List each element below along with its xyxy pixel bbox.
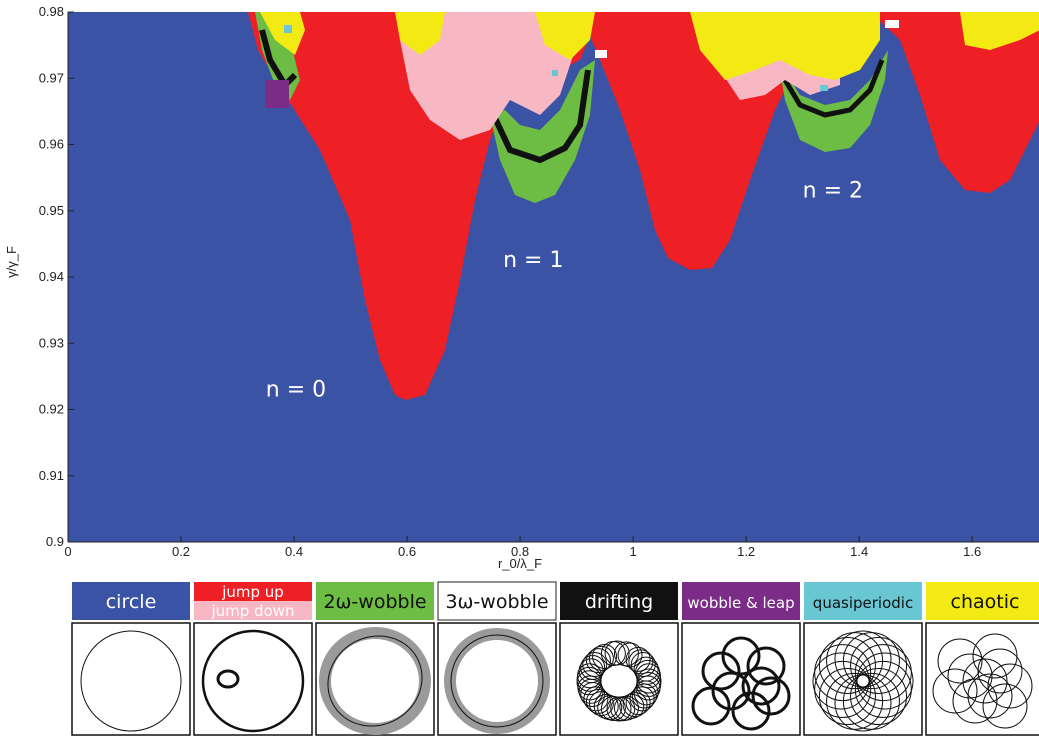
x-axis-label: r_0/λ_F <box>498 556 542 571</box>
wobble3-patch-2 <box>885 20 899 28</box>
legend-item-circle: circle <box>71 582 191 736</box>
legend-swatch <box>804 582 922 620</box>
x-tick-label: 0.8 <box>511 544 529 559</box>
x-tick-label: 1 <box>629 544 636 559</box>
chaotic-region-5 <box>960 12 1039 50</box>
legend-swatch <box>316 582 434 620</box>
legend-item-quasiperiodic: quasiperiodic <box>803 582 923 736</box>
legend-swatch <box>682 582 800 620</box>
y-tick-label: 0.95 <box>39 203 64 218</box>
legend-label: circle <box>106 591 157 613</box>
legend-label: drifting <box>585 591 653 613</box>
y-tick-label: 0.92 <box>39 402 64 417</box>
trajectory-box <box>925 622 1039 736</box>
jump-up-region-n2 <box>870 12 1039 193</box>
legend-swatch-bottom <box>194 601 312 620</box>
legend-swatch-top <box>194 582 312 601</box>
jump-down-region-1 <box>400 12 575 140</box>
region-label: n = 0 <box>266 377 326 402</box>
x-tick-label: 1.2 <box>737 544 755 559</box>
y-ticks: 0.9 0.91 0.92 0.93 0.94 0.95 0.96 0.97 0.98 <box>39 4 74 549</box>
y-tick-label: 0.98 <box>39 4 64 19</box>
x-tick-label: 0.2 <box>172 544 190 559</box>
legend-item-drifting: drifting <box>559 582 679 736</box>
chaotic-region-3 <box>535 12 595 60</box>
x-tick-label: 0.6 <box>398 544 416 559</box>
legend-swatch <box>560 582 678 620</box>
trajectory-box <box>193 622 313 736</box>
y-tick-label: 0.97 <box>39 70 64 85</box>
legend-label: quasiperiodic <box>813 594 913 612</box>
x-tick-label: 1.6 <box>963 544 981 559</box>
y-tick-label: 0.93 <box>39 335 64 350</box>
x-tick-label: 1.4 <box>850 544 868 559</box>
legend-label: 2ω-wobble <box>323 591 426 613</box>
trajectory-drifting <box>576 640 662 722</box>
legend-label: 3ω-wobble <box>445 591 548 613</box>
y-axis-label: γ/γ_F <box>4 246 19 278</box>
legend-label-top: jump up <box>221 583 284 601</box>
x-ticks: 0 0.2 0.4 0.6 0.8 1 1.2 1.4 1.6 <box>64 536 981 559</box>
region-labels: n = 0 n = 1 n = 2 <box>266 179 863 403</box>
trajectory-box <box>315 622 435 736</box>
x-tick-label: 0.4 <box>285 544 303 559</box>
jump-up-region-n0 <box>248 12 600 400</box>
wobble-leap-region-1 <box>265 80 289 108</box>
trajectory-quasiperiodic <box>812 630 914 732</box>
legend-swatch <box>72 582 190 620</box>
trajectory-wobble_leap <box>691 636 791 731</box>
quasiperiodic-patch-2 <box>552 70 558 76</box>
legend-item-wobble2: 2ω-wobble <box>315 582 435 736</box>
drifting-region-3 <box>782 59 885 118</box>
y-tick-label: 0.91 <box>39 468 64 483</box>
legend-item-chaotic: chaotic <box>925 582 1039 736</box>
legend-item-wobble3: 3ω-wobble <box>437 581 557 736</box>
x-tick-label: 0 <box>64 544 71 559</box>
drifting-region-1 <box>259 29 298 90</box>
chaotic-region-2 <box>395 12 445 55</box>
chaotic-region-4 <box>690 12 880 80</box>
y-tick-label: 0.94 <box>39 269 64 284</box>
legend-swatch <box>926 582 1039 620</box>
quasiperiodic-patch-1 <box>284 25 292 33</box>
trajectory-circle <box>80 630 182 732</box>
legend-label: wobble & leap <box>687 594 794 612</box>
trajectory-jump <box>201 629 305 733</box>
trajectory-wobble2 <box>319 627 431 735</box>
wobble2-region-3 <box>778 50 888 152</box>
plot-area <box>68 12 1039 542</box>
chaotic-region-1 <box>260 12 305 55</box>
y-tick-label: 0.9 <box>46 534 64 549</box>
trajectory-chaotic <box>932 633 1033 729</box>
y-tick-label: 0.96 <box>39 137 64 152</box>
legend-label-bottom: jump down <box>210 602 294 620</box>
jump-up-region-n1 <box>580 12 880 270</box>
region-label: n = 2 <box>803 179 863 204</box>
wobble3-patch-1 <box>595 50 607 58</box>
trajectory-box <box>803 622 923 736</box>
region-label: n = 1 <box>503 248 563 273</box>
legend-label: chaotic <box>951 591 1020 613</box>
trajectory-wobble3 <box>444 628 550 734</box>
trajectory-box <box>71 622 191 736</box>
wobble2-region-2 <box>490 60 595 203</box>
legend-swatch <box>437 581 557 621</box>
legend-item-wobble_leap: wobble & leap <box>681 582 801 736</box>
quasiperiodic-patch-3 <box>820 85 828 91</box>
drifting-region-2 <box>492 69 591 164</box>
